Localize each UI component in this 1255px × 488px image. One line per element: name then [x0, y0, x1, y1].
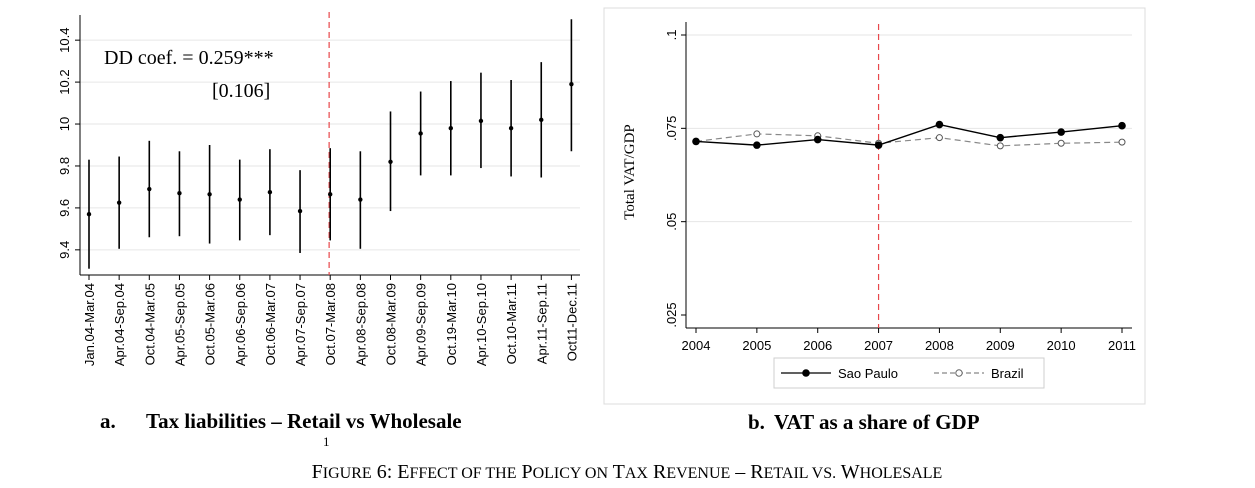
panel-a-x-tick-label: Oct.05-Mar.06 [203, 283, 218, 365]
panel-b-y-tick-label: .1 [664, 30, 679, 41]
panel-a-point [478, 118, 484, 124]
panel-a-point [267, 189, 273, 195]
stray-mark: 1 [323, 434, 330, 449]
panel-b-x-ticks: 2004 2005 2006 2007 2008 2009 2010 2011 [682, 328, 1136, 353]
panel-b-y-tick-label: .025 [664, 302, 679, 327]
panel-b-series-sao-paulo-point [935, 120, 944, 129]
panel-a-point [539, 117, 544, 123]
panel-b-series-brazil-point [996, 142, 1004, 150]
panel-a-point [388, 159, 393, 164]
panel-b-legend: Sao Paulo Brazil [773, 357, 1045, 389]
panel-b-label: b. [748, 410, 765, 434]
panel-b-series-sao-paulo-point [1118, 121, 1126, 130]
panel-a-point [297, 208, 303, 214]
panel-a-x-tick-label: Apr.05-Sep.05 [172, 283, 187, 366]
panel-a-point [147, 186, 152, 192]
panel-a-x-tick-label: Oct.06-Mar.07 [263, 283, 278, 365]
panel-a-point [116, 200, 122, 205]
panel-b-series-sao-paulo-point [813, 135, 822, 144]
legend-sao-paulo-label: Sao Paulo [838, 366, 898, 381]
panel-b-series-brazil-point [1118, 138, 1126, 146]
panel-a-point [328, 192, 333, 197]
panel-b-x-tick-label: 2010 [1047, 338, 1076, 353]
panel-a-x-tick-label: Apr.11-Sep.11 [534, 283, 549, 364]
panel-a-point [569, 81, 574, 87]
panel-a-point [86, 211, 92, 217]
panel-b-y-ticks: .025 .05 .075 .1 [664, 30, 686, 328]
panel-a-errorbars [86, 19, 574, 269]
panel-a-y-tick-label: 9.6 [57, 199, 72, 217]
panel-b-frame [603, 7, 1146, 405]
panel-a-point [358, 197, 363, 202]
panel-a-x-tick-label: Oct.19-Mar.10 [444, 283, 459, 365]
panel-b-x-tick-label: 2005 [742, 338, 771, 353]
panel-a-point [177, 191, 182, 196]
panel-a-y-ticks: 9.4 9.6 9.8 10 10.2 10.4 [57, 28, 80, 259]
panel-a-x-tick-label: Apr.08-Sep.08 [353, 283, 368, 366]
panel-b-title: VAT as a share of GDP [774, 410, 980, 434]
panel-a-x-tick-label: Oct.10-Mar.11 [504, 283, 519, 364]
panel-b-y-tick-label: .05 [664, 213, 679, 231]
panel-a-label: a. [100, 409, 116, 433]
panel-a-x-tick-label: Oct.08-Mar.09 [384, 283, 399, 365]
panel-b-series [692, 120, 1126, 150]
panel-a-annotation-se: [0.106] [212, 80, 270, 102]
panel-b-series-brazil-point [753, 130, 761, 138]
legend-brazil-label: Brazil [991, 366, 1024, 381]
figure-caption: FIGURE 6: EFFECT OF THE POLICY ON TAX RE… [312, 461, 943, 483]
panel-b-x-tick-label: 2006 [803, 338, 832, 353]
panel-b-gridlines [686, 34, 1132, 223]
panel-a-y-tick-label: 9.8 [57, 157, 72, 175]
panel-a-x-tick-label: Apr.04-Sep.04 [112, 283, 127, 366]
panel-b-series-brazil-point [1057, 139, 1065, 147]
panel-a-y-tick-label: 9.4 [57, 241, 72, 259]
panel-b-x-tick-label: 2007 [864, 338, 893, 353]
panel-a-x-tick-label: Oct.07-Mar.08 [323, 283, 338, 365]
panel-b-series-sao-paulo-point [753, 141, 761, 149]
panel-a-title: Tax liabilities – Retail vs Wholesale [146, 409, 462, 433]
panel-b-series-sao-paulo-point [1057, 128, 1065, 136]
panel-a-point [207, 192, 212, 197]
panel-b-series-sao-paulo-point [996, 133, 1005, 142]
panel-a-x-tick-label: Apr.07-Sep.07 [293, 283, 308, 366]
panel-a-y-tick-label: 10.2 [57, 69, 72, 94]
panel-a-annotation-coef: DD coef. = 0.259*** [104, 47, 274, 69]
panel-a-point [237, 197, 242, 202]
panel-b-series-sao-paulo-point [874, 141, 883, 149]
panel-b-series-brazil-point [935, 134, 943, 142]
legend-sao-paulo-marker [802, 369, 810, 377]
panel-a-y-tick-label: 10 [57, 117, 72, 131]
panel-b-series-sao-paulo-line [695, 123, 1123, 146]
panel-b-y-label: Total VAT/GDP [622, 124, 638, 220]
panel-a-x-tick-label: Jan.04-Mar.04 [82, 283, 97, 366]
panel-b-x-tick-label: 2004 [682, 338, 711, 353]
panel-b-x-tick-label: 2009 [986, 338, 1015, 353]
panel-a-x-tick-label: Apr.10-Sep.10 [474, 283, 489, 366]
panel-a-tax-liabilities-chart: 9.4 9.6 9.8 10 10.2 10.4 Jan.04-Mar.04 Apr.04-… [57, 12, 580, 449]
panel-b-series-brazil-line [695, 133, 1123, 147]
panel-a-x-tick-label: Apr.09-Sep.09 [414, 283, 429, 366]
panel-a-x-tick-label: Oct.04-Mar.05 [142, 283, 157, 365]
panel-a-point [508, 126, 514, 131]
panel-b-x-tick-label: 2011 [1108, 338, 1136, 353]
panel-b-y-tick-label: .075 [664, 116, 679, 141]
panel-a-point [418, 131, 423, 136]
legend-brazil-marker [955, 369, 963, 377]
panel-b-series-sao-paulo-point [692, 137, 700, 146]
panel-b-vat-gdp-chart: .025.05.075.1 2004 2005 2006 2007 2008 2009 20… [603, 7, 1146, 434]
panel-a-x-tick-label: Apr.06-Sep.06 [233, 283, 248, 366]
panel-a-x-ticks: Jan.04-Mar.04 Apr.04-Sep.04 Oct.04-Mar.05 A… [82, 275, 579, 366]
panel-a-point [448, 126, 453, 131]
panel-b-x-tick-label: 2008 [925, 338, 954, 353]
panel-a-y-tick-label: 10.4 [57, 28, 72, 53]
panel-a-x-tick-label: Oct11-Dec.11 [564, 283, 579, 361]
